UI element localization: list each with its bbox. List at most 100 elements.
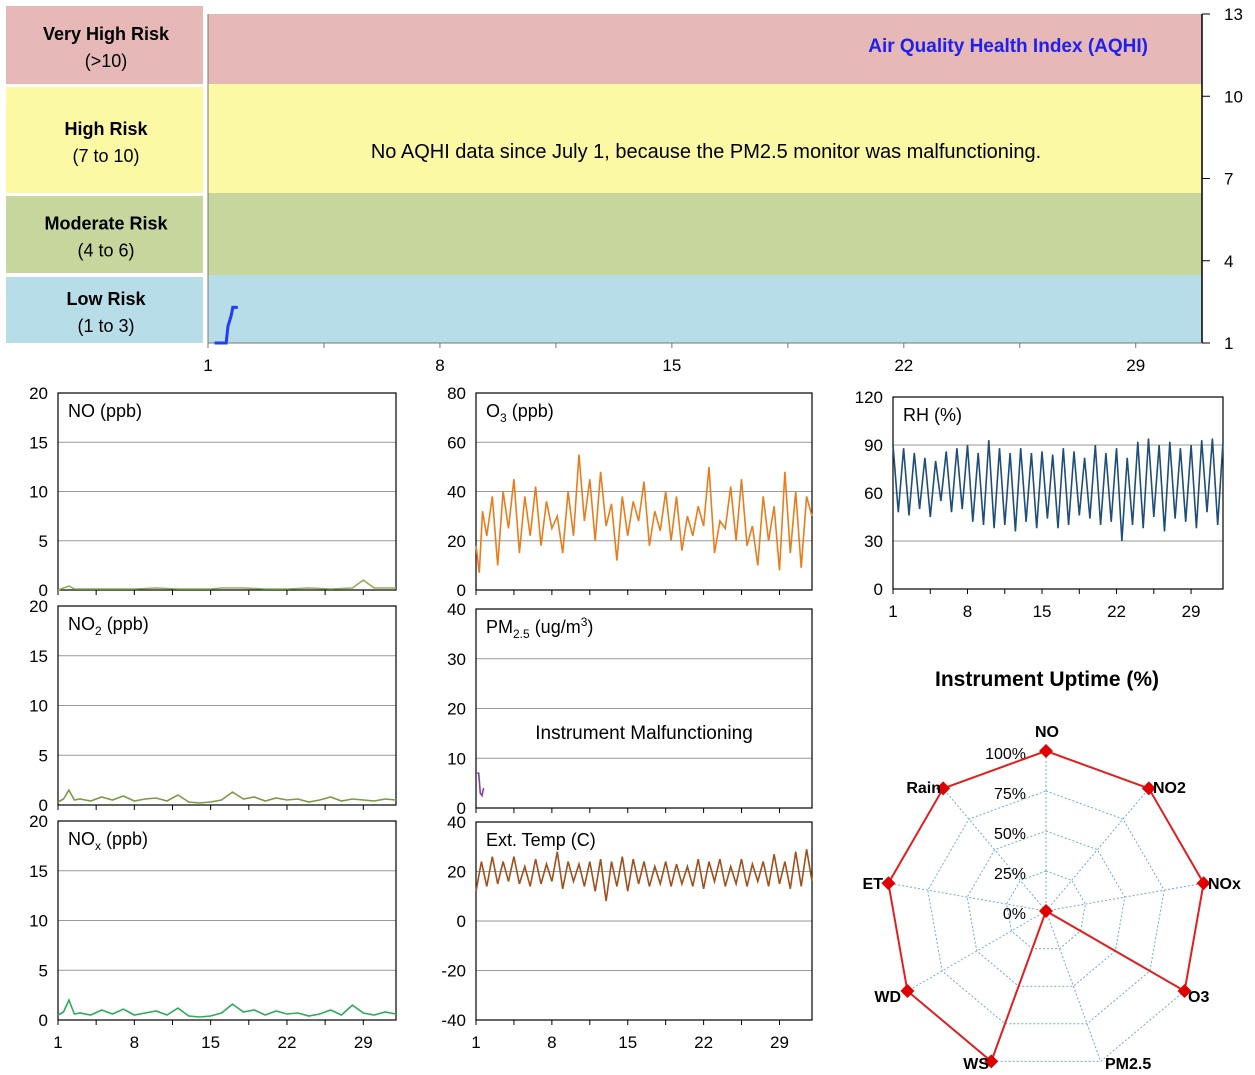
series-line-no2 <box>57 788 397 804</box>
radar-marker-NO2 <box>1141 781 1156 796</box>
panel-label-nox: NOx (ppb) <box>68 829 148 853</box>
risk-legend-name-0: Very High Risk <box>43 24 170 44</box>
y-tick-label: 0 <box>457 799 466 818</box>
x-tick-label: 1 <box>471 1033 480 1052</box>
y-tick-label: 15 <box>29 647 48 666</box>
y-tick-label: 40 <box>447 483 466 502</box>
panel-o3: 80 60 40 20 0 O3 (ppb) <box>447 384 813 600</box>
panel-note-pm25: Instrument Malfunctioning <box>535 723 753 744</box>
aqhi-band-1 <box>208 84 1202 193</box>
plot-frame <box>892 396 1224 590</box>
y-tick-label: 20 <box>447 700 466 719</box>
aqhi-band-3 <box>208 275 1202 343</box>
radar-marker-Rain <box>936 781 951 796</box>
risk-legend-name-2: Moderate Risk <box>44 214 168 234</box>
aqhi-right-tick-label: 4 <box>1224 252 1233 271</box>
panel-label-no2: NO2 (ppb) <box>68 614 149 638</box>
aqhi-band-0 <box>208 14 1202 84</box>
radar-marker-WD <box>900 984 915 998</box>
y-tick-label: 40 <box>447 813 466 832</box>
x-tick-label: 15 <box>1033 602 1052 621</box>
radar-category-label: ET <box>863 876 884 893</box>
y-tick-label: 0 <box>39 1011 48 1030</box>
aqhi-x-tick-label: 29 <box>1126 356 1145 375</box>
risk-legend-box-2 <box>6 196 203 273</box>
x-tick-label: 8 <box>130 1033 139 1052</box>
y-tick-label: 0 <box>874 580 883 599</box>
y-tick-label: 80 <box>447 384 466 403</box>
aqhi-note: No AQHI data since July 1, because the P… <box>371 141 1041 163</box>
risk-legend-box-0 <box>6 6 203 84</box>
radar-marker-NOx <box>1196 876 1211 891</box>
panel-label-rh: RH (%) <box>903 405 962 425</box>
risk-legend-range-0: (>10) <box>85 51 128 71</box>
series-line-temp <box>475 849 813 902</box>
radar-marker-NO <box>1039 744 1053 758</box>
panel-no2: 20 15 10 5 0 NO2 (ppb) <box>29 597 397 815</box>
y-tick-label: 5 <box>39 961 48 980</box>
x-tick-label: 15 <box>201 1033 220 1052</box>
panel-nox: 20 15 10 5 01 8 15 22 29 NOx (ppb) <box>29 812 397 1052</box>
aqhi-right-tick-label: 1 <box>1224 334 1233 353</box>
y-tick-label: 20 <box>447 863 466 882</box>
y-tick-label: 10 <box>29 697 48 716</box>
label-subscript: 2.5 <box>513 627 530 641</box>
y-tick-label: 60 <box>447 433 466 452</box>
series-line-o3 <box>475 454 813 573</box>
y-tick-label: 90 <box>864 436 883 455</box>
risk-legend-box-3 <box>6 277 203 343</box>
aqhi-band-2 <box>208 193 1202 275</box>
y-tick-label: 0 <box>39 796 48 815</box>
y-tick-label: 5 <box>39 746 48 765</box>
y-tick-label: 20 <box>447 532 466 551</box>
series-line-rh <box>892 438 1224 542</box>
plot-frame <box>57 605 397 806</box>
radar-category-label: O3 <box>1188 989 1209 1006</box>
radar-tick-label: 100% <box>985 746 1026 763</box>
x-tick-label: 8 <box>963 602 972 621</box>
y-tick-label: 20 <box>29 597 48 616</box>
panel-label-pm25: PM2.5 (ug/m3) <box>486 615 593 641</box>
series-line-no <box>57 579 396 591</box>
plot-frame <box>475 392 813 591</box>
panel-label-temp: Ext. Temp (C) <box>486 830 596 850</box>
aqhi-x-tick-label: 22 <box>894 356 913 375</box>
radar-category-label: Rain <box>906 780 941 797</box>
y-tick-label: 20 <box>29 812 48 831</box>
radar-category-label: WS <box>963 1056 989 1070</box>
y-tick-label: 10 <box>29 483 48 502</box>
radar-category-label: WD <box>874 989 901 1006</box>
plot-frame <box>475 608 813 809</box>
label-superscript: 3 <box>581 615 588 629</box>
radar-marker-PM2.5 <box>1039 904 1053 918</box>
radar-spoke <box>1045 788 1150 912</box>
label-main: NO <box>68 614 95 634</box>
aqhi-title: Air Quality Health Index (AQHI) <box>868 36 1148 57</box>
label-subscript: x <box>95 839 101 853</box>
radar-spoke <box>1045 910 1102 1062</box>
aqhi-right-tick-label: 13 <box>1224 5 1243 24</box>
y-tick-label: 120 <box>855 388 883 407</box>
radar-chart: 100% 75% 50% 25% 0% NO NO2 NOx O3 PM2.5 WS WD ET Rain <box>863 724 1241 1073</box>
radar-tick-label: 0% <box>1003 906 1026 923</box>
risk-legend-name-1: High Risk <box>64 119 148 139</box>
radar-spoke <box>888 882 1047 912</box>
x-tick-label: 22 <box>278 1033 297 1052</box>
radar-grid-ring <box>927 790 1165 1025</box>
radar-spoke <box>1045 882 1204 912</box>
panel-label-no: NO (ppb) <box>68 401 142 421</box>
radar-series-line <box>887 749 1205 1064</box>
x-tick-label: 29 <box>354 1033 373 1052</box>
radar-grid-ring <box>1006 870 1086 950</box>
label-main: O <box>486 401 500 421</box>
panel-pm25: 40 30 20 10 0 PM2.5 (ug/m3) Instrument Malfunc… <box>447 600 813 818</box>
radar-tick-label: 75% <box>994 786 1026 803</box>
aqhi-series-line <box>214 305 238 345</box>
plot-frame <box>475 821 813 1021</box>
risk-legend-name-3: Low Risk <box>66 289 146 309</box>
x-tick-label: 29 <box>770 1033 789 1052</box>
plot-frame <box>57 392 397 591</box>
label-close: ) <box>587 617 593 637</box>
label-unit: (ppb) <box>101 829 148 849</box>
